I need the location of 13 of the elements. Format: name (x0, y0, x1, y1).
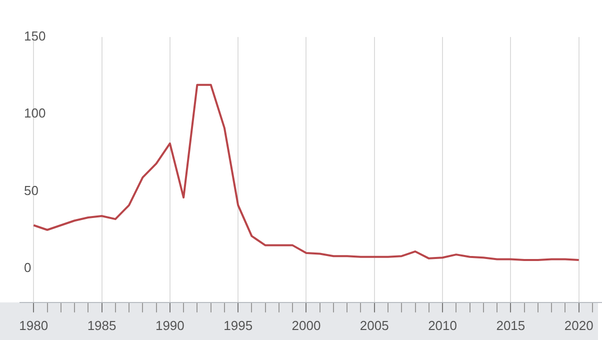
y-tick-label: 150 (24, 28, 46, 44)
x-tick-label: 2000 (292, 318, 321, 333)
x-tick-label: 1990 (155, 318, 184, 333)
x-tick-label: 2010 (428, 318, 457, 333)
x-tick-label: 2020 (564, 318, 594, 333)
y-tick-label: 100 (24, 106, 46, 121)
y-tick-label: 50 (24, 182, 38, 198)
x-tick-label: 2005 (360, 318, 389, 333)
x-tick-label: 1985 (87, 318, 116, 333)
x-tick-label: 1980 (19, 318, 48, 333)
y-tick-label: 0 (24, 260, 32, 276)
x-tick-label: 1995 (224, 318, 253, 333)
x-tick-label: 2015 (496, 318, 526, 333)
